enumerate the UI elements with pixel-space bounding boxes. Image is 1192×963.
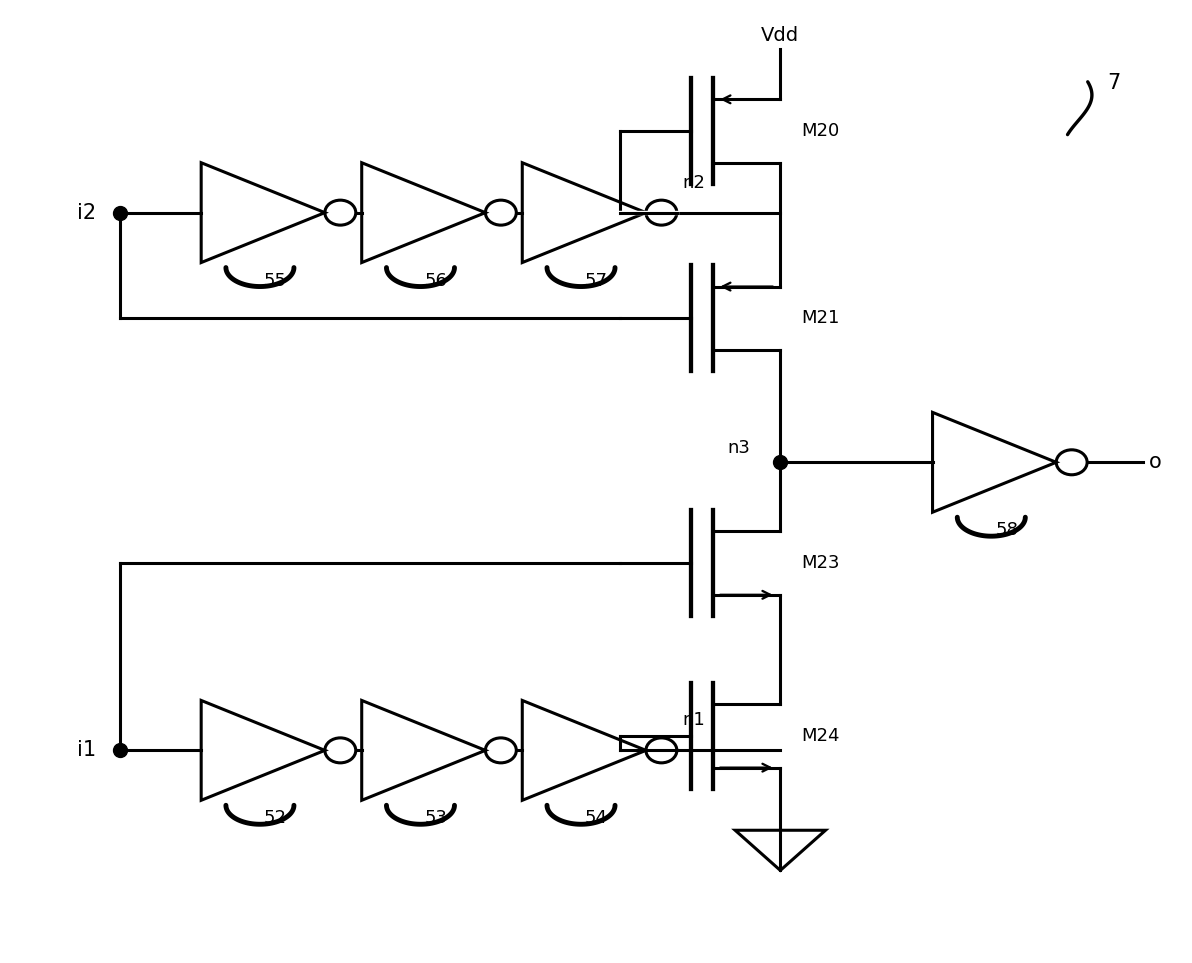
Text: i1: i1 [77,741,97,761]
Text: M24: M24 [802,727,840,745]
Text: n2: n2 [683,173,706,192]
Text: 55: 55 [263,272,287,290]
Text: 7: 7 [1107,73,1120,93]
Text: 53: 53 [424,809,447,827]
Text: 54: 54 [585,809,608,827]
Text: M20: M20 [802,122,840,140]
Text: Vdd: Vdd [762,26,800,44]
Text: i2: i2 [77,202,97,222]
Text: M23: M23 [802,554,840,572]
Text: n1: n1 [683,712,706,729]
Text: 56: 56 [424,272,447,290]
Text: o: o [1149,453,1162,472]
Text: n3: n3 [728,439,751,457]
Text: 58: 58 [995,521,1018,539]
Text: 52: 52 [263,809,287,827]
Text: 57: 57 [585,272,608,290]
Text: M21: M21 [802,309,840,327]
